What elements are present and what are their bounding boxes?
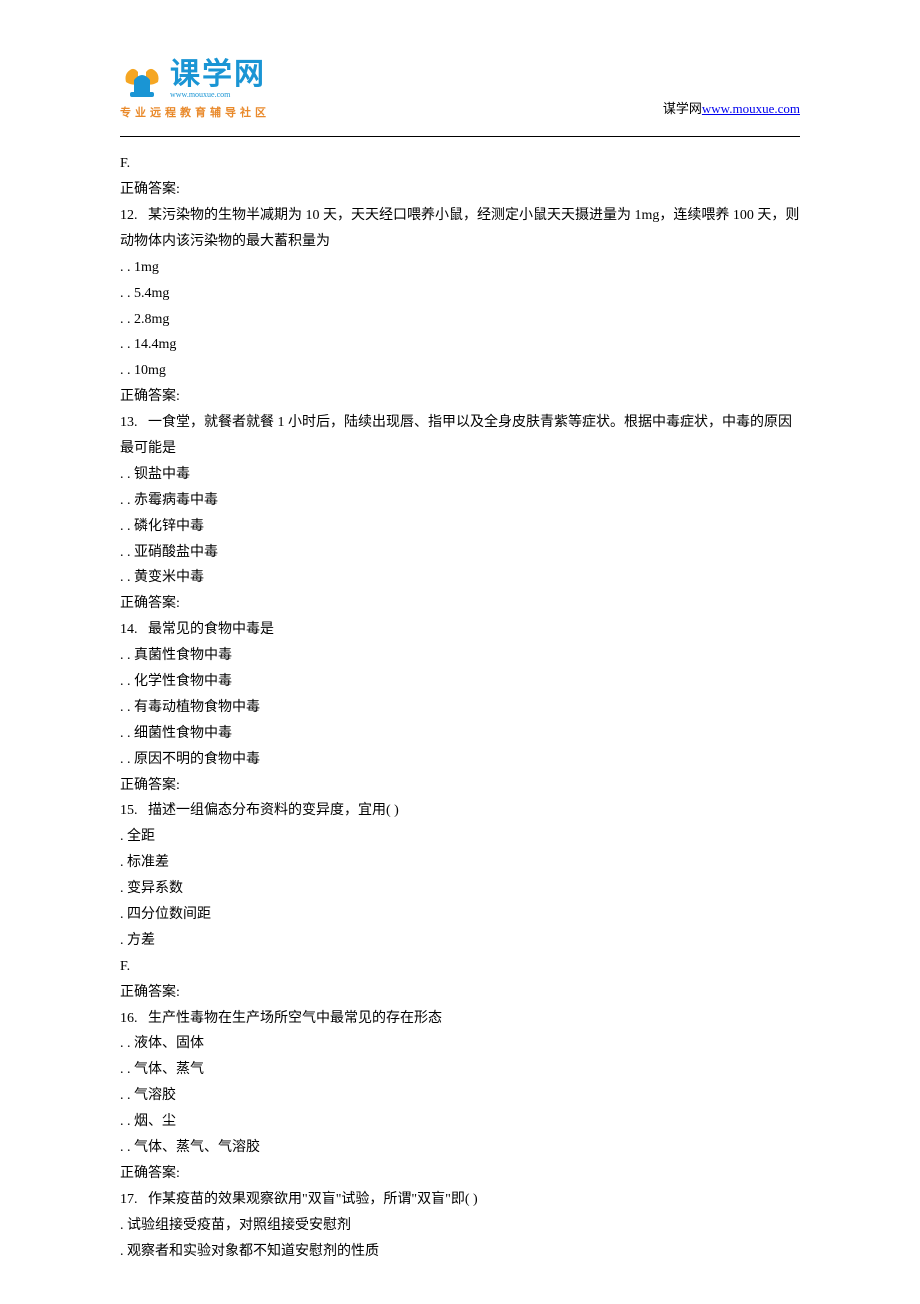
content-line: . 方差: [120, 928, 800, 954]
logo-block: 课学网 www.mouxue.com 专业远程教育辅导社区: [120, 60, 270, 124]
header-right-text: 谋学网: [663, 101, 702, 116]
content-line: . . 液体、固体: [120, 1031, 800, 1057]
content-line: . . 10mg: [120, 358, 800, 384]
header-divider: [120, 136, 800, 137]
content-line: . . 原因不明的食物中毒: [120, 747, 800, 773]
content-line: 正确答案:: [120, 773, 800, 799]
content-line: . . 赤霉病毒中毒: [120, 488, 800, 514]
content-line: . . 钡盐中毒: [120, 462, 800, 488]
content-line: . . 有毒动植物食物中毒: [120, 695, 800, 721]
page-header: 课学网 www.mouxue.com 专业远程教育辅导社区 谋学网www.mou…: [120, 60, 800, 124]
content-line: . . 亚硝酸盐中毒: [120, 540, 800, 566]
content-line: 正确答案:: [120, 980, 800, 1006]
content-line: . . 气体、蒸气、气溶胶: [120, 1135, 800, 1161]
logo-row: 课学网 www.mouxue.com: [120, 60, 270, 102]
content-line: F.: [120, 151, 800, 177]
content-line: . . 黄变米中毒: [120, 565, 800, 591]
content-line: . 全距: [120, 824, 800, 850]
content-line: 14. 最常见的食物中毒是: [120, 617, 800, 643]
content-line: F.: [120, 954, 800, 980]
content-line: 12. 某污染物的生物半减期为 10 天，天天经口喂养小鼠，经测定小鼠天天摄进量…: [120, 203, 800, 255]
content-line: . . 化学性食物中毒: [120, 669, 800, 695]
content-line: . 变异系数: [120, 876, 800, 902]
content-line: . . 细菌性食物中毒: [120, 721, 800, 747]
content-line: 正确答案:: [120, 384, 800, 410]
content-line: . . 5.4mg: [120, 281, 800, 307]
content-line: . . 气体、蒸气: [120, 1057, 800, 1083]
content-line: 正确答案:: [120, 1161, 800, 1187]
content-line: . 试验组接受疫苗，对照组接受安慰剂: [120, 1213, 800, 1239]
content-line: 正确答案:: [120, 591, 800, 617]
content-line: . . 2.8mg: [120, 307, 800, 333]
content-line: . 四分位数间距: [120, 902, 800, 928]
content-line: . . 1mg: [120, 255, 800, 281]
header-link[interactable]: www.mouxue.com: [702, 101, 800, 116]
content-line: . 标准差: [120, 850, 800, 876]
content-line: 16. 生产性毒物在生产场所空气中最常见的存在形态: [120, 1006, 800, 1032]
content-line: 15. 描述一组偏态分布资料的变异度，宜用( ): [120, 798, 800, 824]
content-line: . . 气溶胶: [120, 1083, 800, 1109]
document-content: F.正确答案:12. 某污染物的生物半减期为 10 天，天天经口喂养小鼠，经测定…: [120, 151, 800, 1264]
logo-icon: [120, 62, 164, 100]
content-line: 正确答案:: [120, 177, 800, 203]
content-line: . . 真菌性食物中毒: [120, 643, 800, 669]
content-line: 17. 作某疫苗的效果观察欲用"双盲"试验，所谓"双盲"即( ): [120, 1187, 800, 1213]
logo-text-block: 课学网 www.mouxue.com: [170, 60, 266, 102]
logo-title: 课学网: [170, 60, 266, 90]
content-line: . . 烟、尘: [120, 1109, 800, 1135]
content-line: . 观察者和实验对象都不知道安慰剂的性质: [120, 1239, 800, 1265]
content-line: 13. 一食堂，就餐者就餐 1 小时后，陆续出现唇、指甲以及全身皮肤青紫等症状。…: [120, 410, 800, 462]
header-right: 谋学网www.mouxue.com: [663, 97, 800, 124]
content-line: . . 磷化锌中毒: [120, 514, 800, 540]
content-line: . . 14.4mg: [120, 332, 800, 358]
logo-subtitle: 专业远程教育辅导社区: [120, 104, 270, 124]
